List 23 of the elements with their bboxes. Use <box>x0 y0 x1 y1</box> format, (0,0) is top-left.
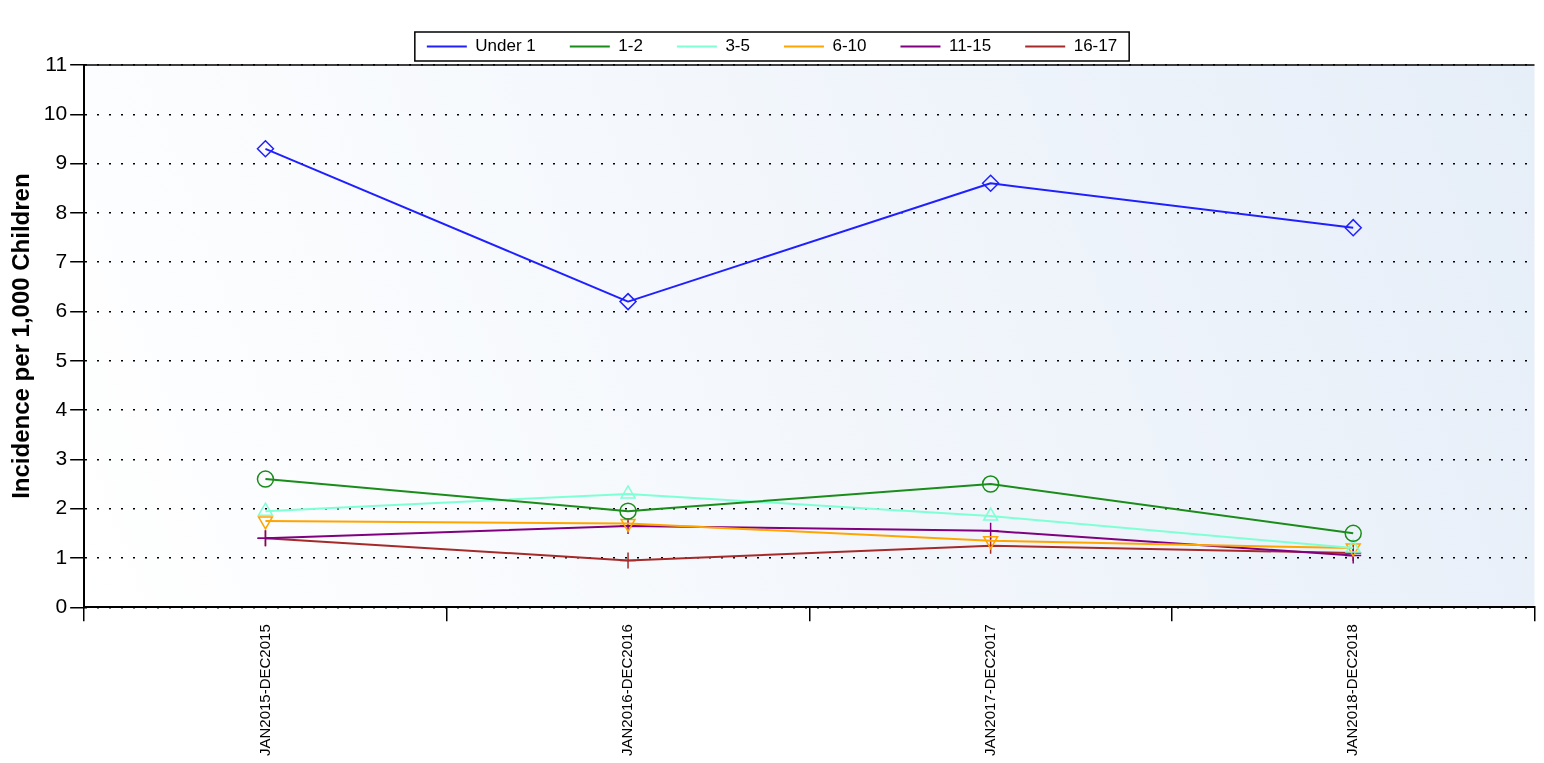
y-tick-label: 5 <box>55 347 68 371</box>
y-tick-label: 1 <box>55 544 68 568</box>
y-tick-label: 2 <box>55 495 68 519</box>
y-tick-label: 8 <box>55 199 68 223</box>
legend-label: 3-5 <box>725 36 750 56</box>
legend-label: 6-10 <box>832 36 867 56</box>
y-tick-label: 7 <box>55 248 68 272</box>
x-tick-label: JAN2017-DEC2017 <box>980 624 998 757</box>
x-tick-label: JAN2016-DEC2016 <box>618 624 636 757</box>
y-tick-label: 10 <box>43 101 68 125</box>
y-axis-title: Incidence per 1,000 Children <box>7 173 35 499</box>
y-tick-label: 4 <box>55 396 68 420</box>
legend-label: Under 1 <box>475 36 536 56</box>
y-tick-label: 3 <box>55 446 68 470</box>
x-tick-label: JAN2018-DEC2018 <box>1343 624 1361 757</box>
y-tick-label: 9 <box>55 150 68 174</box>
legend-label: 11-15 <box>948 36 992 56</box>
y-tick-label: 11 <box>45 51 68 75</box>
legend-label: 1-2 <box>618 36 643 56</box>
y-tick-label: 6 <box>55 298 68 322</box>
x-tick-label: JAN2015-DEC2015 <box>255 624 273 757</box>
legend-label: 16-17 <box>1073 36 1118 56</box>
y-tick-label: 0 <box>55 594 68 618</box>
